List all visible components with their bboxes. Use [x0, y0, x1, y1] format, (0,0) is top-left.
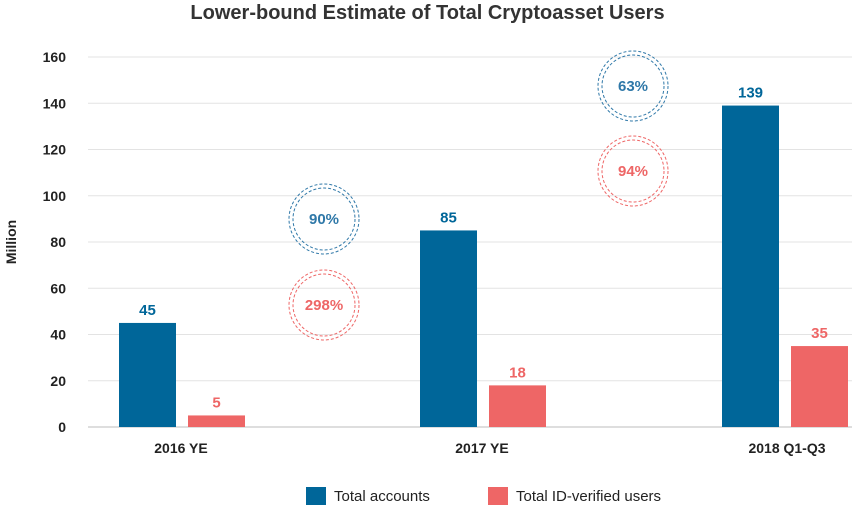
- y-tick-label: 160: [43, 49, 67, 65]
- annotation-label: 94%: [618, 163, 648, 180]
- y-axis-ticks: 0 20 40 60 80 100 120 140 160: [43, 49, 67, 435]
- annotation-label: 298%: [305, 297, 343, 314]
- bar-id-verified-2: [791, 346, 848, 427]
- y-tick-label: 80: [50, 234, 66, 250]
- legend-swatch-total-id-verified: [488, 487, 508, 505]
- growth-annotation: 94%: [597, 135, 669, 207]
- legend-label-total-accounts: Total accounts: [334, 487, 430, 505]
- bar-total-accounts-2: [722, 105, 779, 427]
- annotation-ring-inner: [292, 273, 356, 337]
- annotation-ring-outer: [288, 269, 360, 341]
- annotation-ring-outer: [597, 135, 669, 207]
- y-axis-label: Million: [3, 220, 19, 264]
- growth-annotations: 90% 298% 63% 94%: [288, 50, 669, 341]
- data-label: 5: [212, 394, 220, 411]
- annotation-ring-outer: [597, 50, 669, 122]
- growth-annotation: 90%: [288, 183, 360, 255]
- growth-annotation: 63%: [597, 50, 669, 122]
- data-label: 85: [440, 209, 457, 226]
- data-label: 139: [738, 85, 763, 102]
- y-tick-label: 40: [50, 327, 66, 343]
- annotation-label: 90%: [309, 211, 339, 228]
- y-tick-label: 140: [43, 95, 67, 111]
- annotation-ring-inner: [601, 54, 665, 118]
- bar-id-verified-1: [489, 385, 546, 427]
- x-tick-label: 2018 Q1-Q3: [748, 440, 825, 456]
- growth-annotation: 298%: [288, 269, 360, 341]
- annotation-ring-inner: [601, 139, 665, 203]
- legend-label-total-id-verified: Total ID-verified users: [516, 487, 662, 505]
- data-labels: 45 85 139 5 18 35: [139, 85, 828, 412]
- legend-item-total-accounts: Total accounts: [306, 487, 430, 505]
- data-label: 45: [139, 302, 156, 319]
- data-label: 35: [811, 325, 828, 342]
- bar-total-accounts-1: [420, 230, 477, 427]
- y-tick-label: 120: [43, 142, 67, 158]
- x-tick-label: 2017 YE: [455, 440, 508, 456]
- bar-total-accounts-0: [119, 322, 176, 427]
- y-tick-label: 20: [50, 373, 66, 389]
- bar-id-verified-0: [188, 415, 245, 427]
- bars: [119, 105, 848, 427]
- y-tick-label: 100: [43, 188, 67, 204]
- x-axis-ticks: 2016 YE 2017 YE 2018 Q1-Q3: [154, 440, 825, 456]
- y-tick-label: 60: [50, 280, 66, 296]
- legend-item-total-id-verified: Total ID-verified users: [488, 487, 661, 505]
- legend-swatch-total-accounts: [306, 487, 326, 505]
- y-tick-label: 0: [58, 419, 66, 435]
- chart-title: Lower-bound Estimate of Total Cryptoasse…: [190, 2, 665, 24]
- annotation-ring-inner: [292, 187, 356, 251]
- annotation-label: 63%: [618, 78, 648, 95]
- data-label: 18: [509, 364, 526, 381]
- x-tick-label: 2016 YE: [154, 440, 207, 456]
- annotation-ring-outer: [288, 183, 360, 255]
